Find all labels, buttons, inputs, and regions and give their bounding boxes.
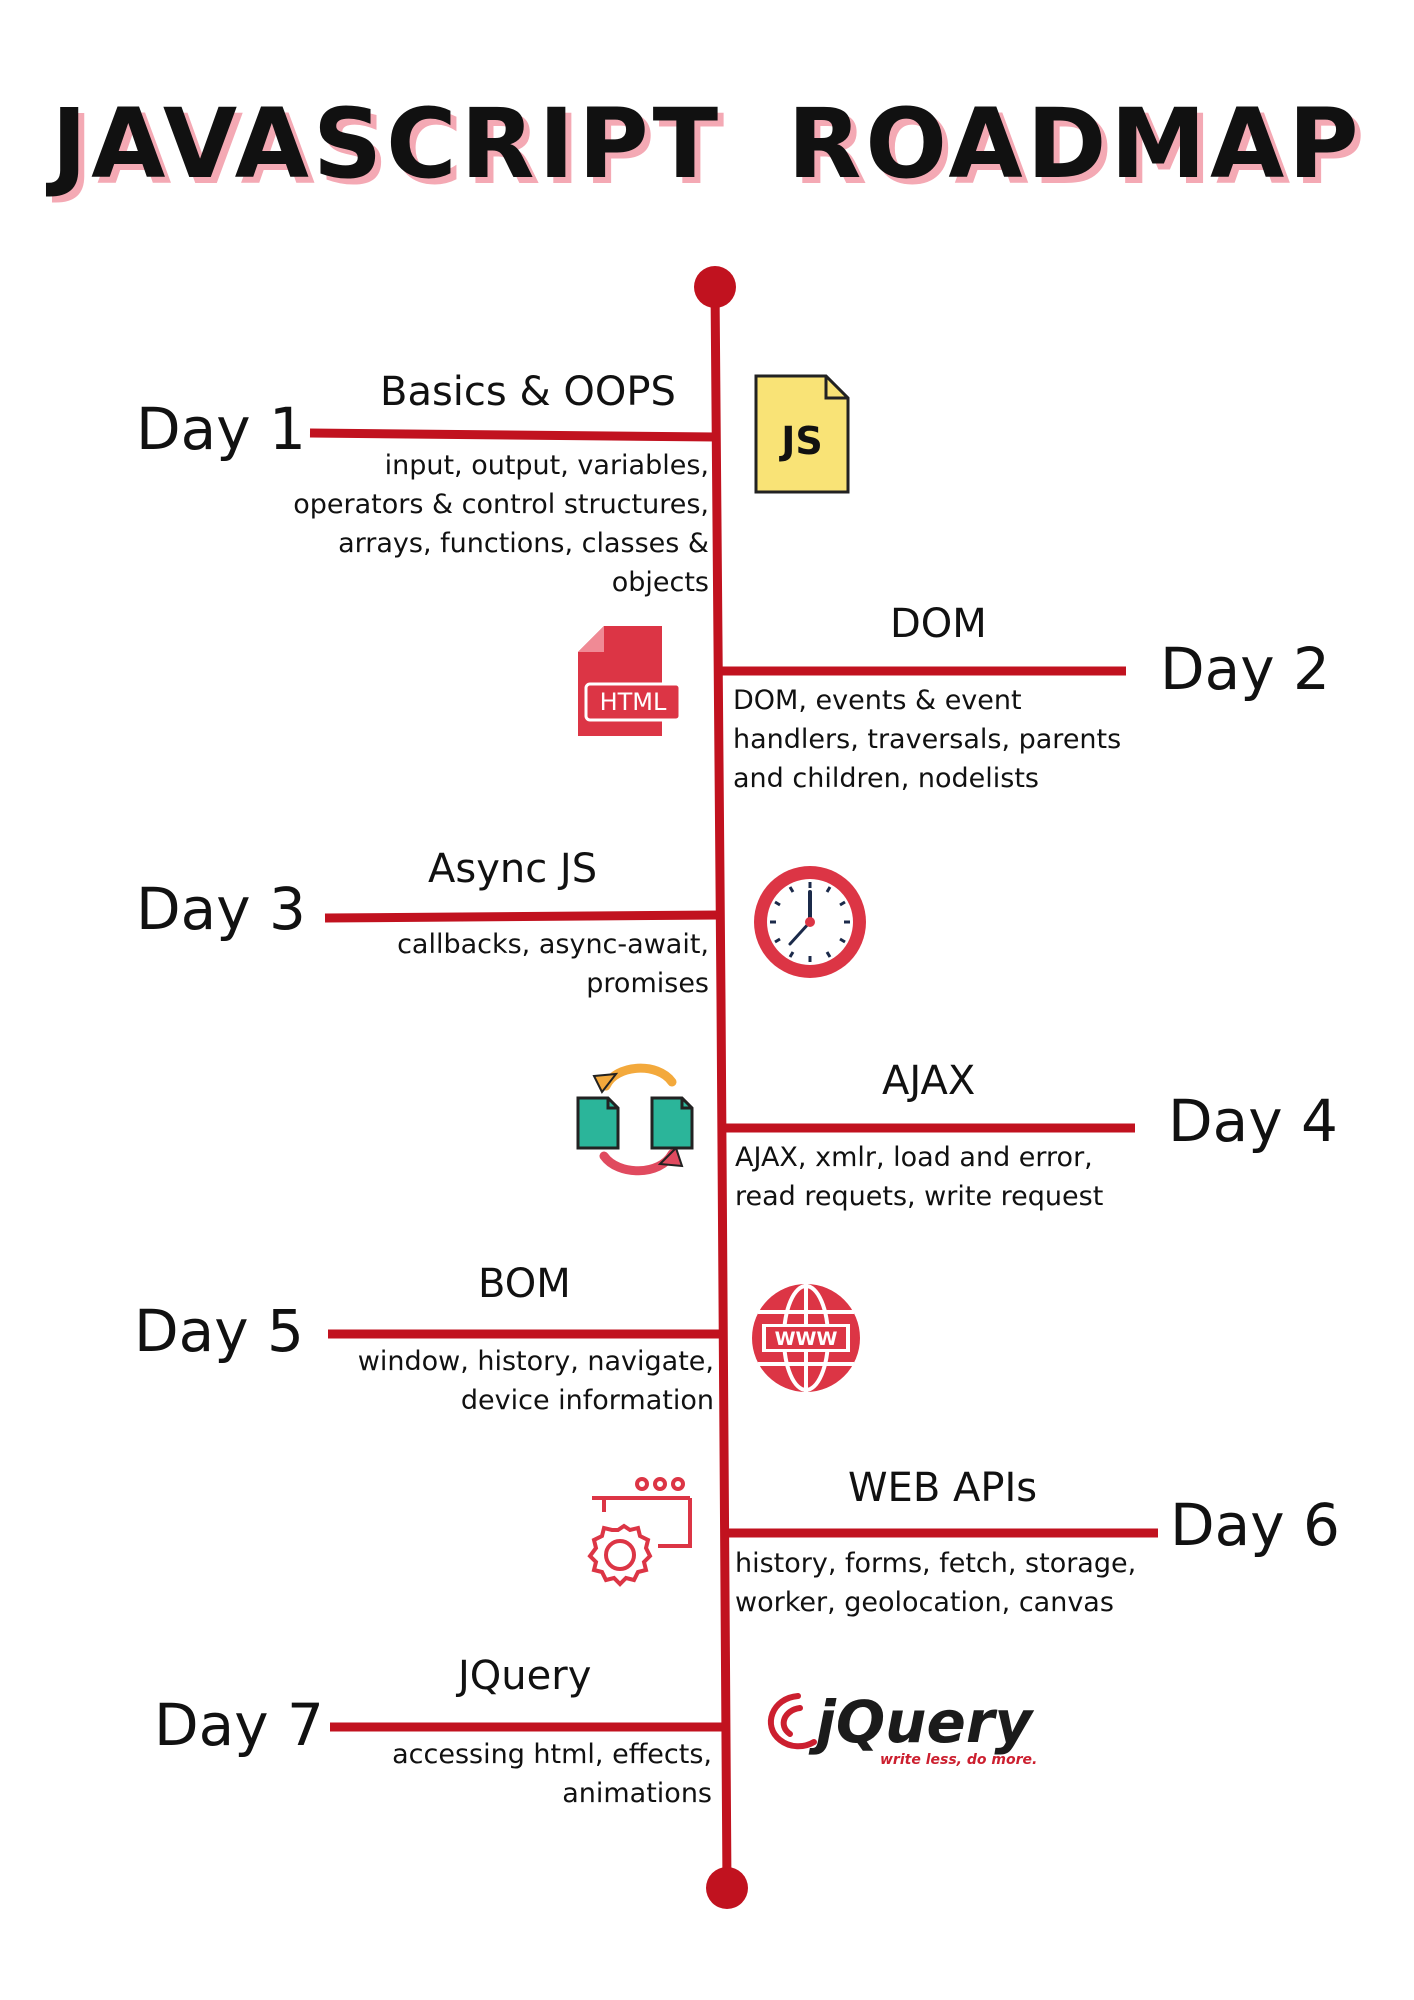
branch-day-3 xyxy=(324,910,720,923)
jquery-wordmark: jQuery xyxy=(808,1688,1034,1756)
day-2-label: Day 2 xyxy=(1160,635,1330,703)
html-file-icon: HTML xyxy=(578,626,682,736)
js-icon-text: JS xyxy=(778,419,823,463)
day-6-details: history, forms, fetch, storage, worker, … xyxy=(735,1548,1137,1618)
www-icon-text: WWW xyxy=(775,1328,838,1350)
timeline-spine xyxy=(710,282,732,1893)
day-5-label: Day 5 xyxy=(134,1297,304,1365)
timeline-start-dot xyxy=(694,266,736,308)
day-4-label: Day 4 xyxy=(1168,1087,1338,1155)
page-title: JAVASCRIPT ROADMAP xyxy=(51,88,1363,200)
day-1-details: input, output, variables, operators & co… xyxy=(293,450,709,598)
jquery-logo-icon: jQuery write less, do more. xyxy=(767,1688,1037,1768)
clock-icon xyxy=(754,866,866,978)
day-4-details: AJAX, xmlr, load and error, read requets… xyxy=(735,1142,1104,1212)
day-2-topic: DOM xyxy=(890,601,987,647)
day-6-topic: WEB APIs xyxy=(848,1465,1038,1511)
day-1-label: Day 1 xyxy=(136,395,306,463)
day-2-details: DOM, events & event handlers, traversals… xyxy=(733,685,1122,794)
day-3-label: Day 3 xyxy=(136,875,306,943)
day-5-topic: BOM xyxy=(478,1261,571,1307)
day-7-details: accessing html, effects, animations xyxy=(392,1739,712,1809)
js-file-icon: JS xyxy=(754,374,850,494)
day-3-topic: Async JS xyxy=(428,846,598,892)
branch-day-1 xyxy=(309,428,717,442)
day-4-topic: AJAX xyxy=(882,1058,976,1104)
www-globe-icon: WWW xyxy=(752,1284,860,1392)
day-3-details: callbacks, async-await, promises xyxy=(397,929,709,999)
day-7-topic: JQuery xyxy=(458,1653,592,1699)
day-5-details: window, history, navigate, device inform… xyxy=(357,1346,714,1416)
day-7-label: Day 7 xyxy=(154,1691,324,1759)
timeline-end-dot xyxy=(706,1867,748,1909)
file-sync-icon xyxy=(576,1063,694,1176)
html-icon-text: HTML xyxy=(600,688,667,716)
day-1-topic: Basics & OOPS xyxy=(380,369,676,415)
day-6-label: Day 6 xyxy=(1170,1491,1340,1559)
jquery-tagline: write less, do more. xyxy=(880,1752,1037,1768)
web-settings-icon xyxy=(587,1477,692,1587)
